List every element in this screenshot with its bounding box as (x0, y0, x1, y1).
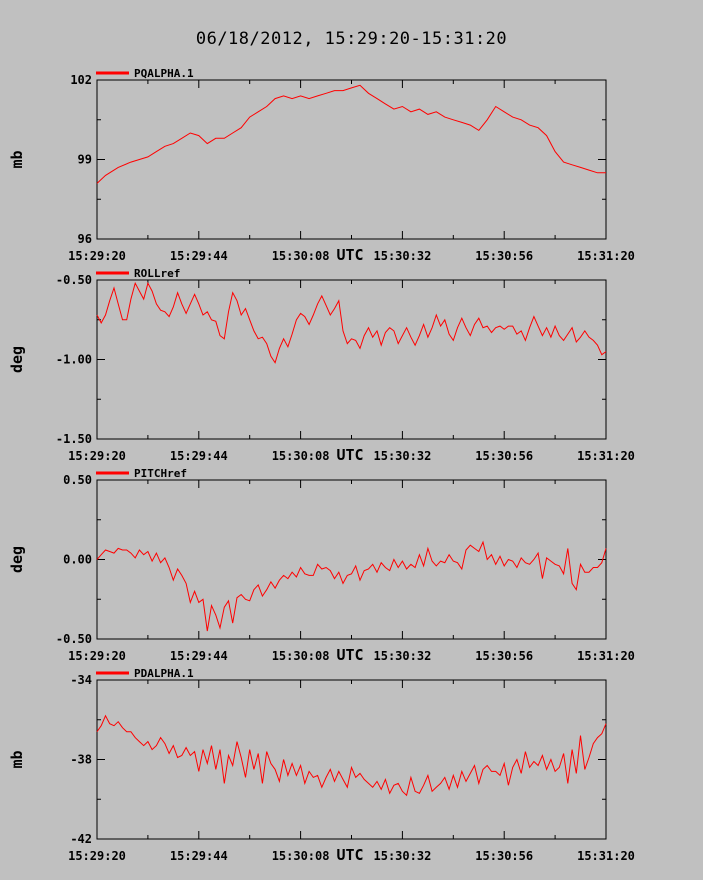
x-tick-label: 15:31:20 (577, 649, 635, 663)
x-tick-label: 15:30:56 (475, 449, 533, 463)
x-tick-label: 15:29:44 (170, 649, 228, 663)
x-tick-label: 15:30:56 (475, 849, 533, 863)
y-tick-label: -34 (70, 673, 92, 687)
series-line (96, 281, 607, 364)
x-tick-label: 15:30:32 (374, 649, 432, 663)
x-tick-label: 15:31:20 (577, 849, 635, 863)
series-line (96, 540, 607, 632)
y-tick-label: 0.50 (63, 473, 92, 487)
x-tick-label: 15:30:08 (272, 249, 330, 263)
x-tick-label: 15:30:32 (374, 249, 432, 263)
legend-label: ROLLref (134, 267, 180, 280)
legend-label: PDALPHA.1 (134, 667, 194, 680)
x-tick-label: 15:29:20 (68, 849, 126, 863)
y-axis-label: mb (8, 750, 26, 768)
y-tick-label: -1.50 (56, 432, 92, 446)
y-tick-label: -42 (70, 832, 92, 846)
x-tick-label: 15:30:32 (374, 849, 432, 863)
x-tick-label: 15:29:20 (68, 249, 126, 263)
plot-frame (96, 279, 607, 440)
y-tick-label: -1.00 (56, 353, 92, 367)
plot-frame (96, 679, 607, 840)
x-tick-label: 15:30:32 (374, 449, 432, 463)
x-tick-label: 15:29:44 (170, 249, 228, 263)
panel-3: 0.50 0.00 -0.50 15:29:20 15:29:44 15:30:08 15:… (8, 467, 635, 664)
x-axis-label: UTC (336, 446, 363, 464)
x-tick-label: 15:30:56 (475, 649, 533, 663)
chart-title: 06/18/2012, 15:29:20-15:31:20 (195, 29, 508, 49)
legend-label: PQALPHA.1 (134, 67, 194, 80)
panel-1: 102 99 96 15:29:20 15:29:44 15:30:08 15:30:32 1… (8, 67, 635, 264)
y-axis-label: deg (8, 546, 26, 573)
x-axis-label: UTC (336, 846, 363, 864)
panel-4: -34 -38 -42 15:29:20 15:29:44 15:30:08 15:30:3… (8, 667, 635, 864)
y-tick-label: -0.50 (56, 273, 92, 287)
x-tick-label: 15:30:08 (272, 649, 330, 663)
x-tick-label: 15:31:20 (577, 449, 635, 463)
x-tick-label: 15:30:56 (475, 249, 533, 263)
x-tick-label: 15:31:20 (577, 249, 635, 263)
panel-2: -0.50 -1.00 -1.50 15:29:20 15:29:44 15:30:08 1… (8, 267, 635, 464)
x-tick-label: 15:29:44 (170, 449, 228, 463)
series-line (96, 84, 606, 184)
x-tick-label: 15:30:08 (272, 849, 330, 863)
plot-frame (96, 479, 607, 640)
x-tick-label: 15:30:08 (272, 449, 330, 463)
y-tick-label: 96 (78, 232, 92, 246)
y-tick-label: -38 (70, 753, 92, 767)
series-line (96, 714, 607, 797)
y-tick-label: 102 (70, 73, 92, 87)
x-tick-label: 15:29:20 (68, 649, 126, 663)
y-axis-label: mb (8, 150, 26, 168)
legend-label: PITCHref (134, 467, 187, 480)
y-axis-label: deg (8, 346, 26, 373)
x-tick-label: 15:29:20 (68, 449, 126, 463)
x-axis-label: UTC (336, 646, 363, 664)
x-tick-label: 15:29:44 (170, 849, 228, 863)
plot-frame (96, 79, 607, 240)
y-tick-label: -0.50 (56, 632, 92, 646)
y-tick-label: 99 (78, 153, 92, 167)
y-tick-label: 0.00 (63, 553, 92, 567)
x-axis-label: UTC (336, 246, 363, 264)
